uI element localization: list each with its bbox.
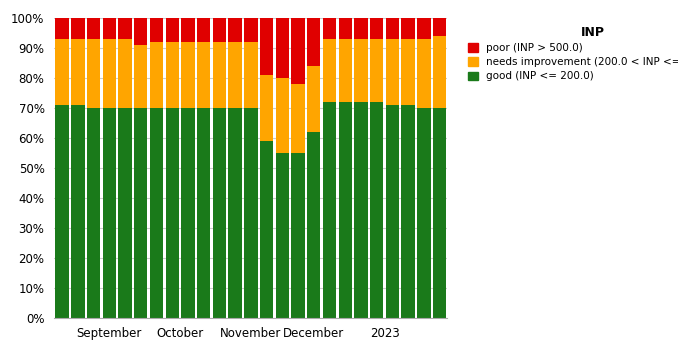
Bar	[276, 18, 289, 78]
Bar	[150, 42, 163, 108]
Bar	[401, 104, 415, 318]
Bar	[386, 104, 399, 318]
Bar	[119, 18, 132, 38]
Bar	[134, 45, 147, 108]
Bar	[292, 152, 304, 318]
Bar	[244, 42, 258, 108]
Bar	[87, 38, 100, 108]
Bar	[181, 18, 195, 42]
Bar	[150, 18, 163, 42]
Bar	[165, 108, 179, 318]
Bar	[307, 132, 321, 318]
Bar	[213, 42, 226, 108]
Bar	[56, 38, 68, 104]
Bar	[102, 108, 116, 318]
Bar	[433, 108, 446, 318]
Bar	[181, 42, 195, 108]
Bar	[323, 102, 336, 318]
Bar	[433, 36, 446, 108]
Bar	[338, 38, 352, 102]
Bar	[87, 18, 100, 38]
Bar	[213, 108, 226, 318]
Bar	[71, 18, 85, 38]
Bar	[417, 18, 431, 38]
Bar	[355, 102, 367, 318]
Bar	[181, 108, 195, 318]
Bar	[370, 38, 383, 102]
Bar	[165, 42, 179, 108]
Bar	[165, 18, 179, 42]
Bar	[386, 18, 399, 38]
Bar	[260, 18, 273, 75]
Bar	[401, 38, 415, 104]
Bar	[197, 18, 210, 42]
Legend: poor (INP > 500.0), needs improvement (200.0 < INP <= 500.0), good (INP <= 200.0: poor (INP > 500.0), needs improvement (2…	[464, 23, 678, 85]
Bar	[134, 18, 147, 45]
Bar	[197, 42, 210, 108]
Bar	[56, 18, 68, 38]
Bar	[323, 18, 336, 38]
Bar	[323, 38, 336, 102]
Bar	[228, 108, 242, 318]
Bar	[119, 108, 132, 318]
Bar	[71, 38, 85, 104]
Bar	[370, 18, 383, 38]
Bar	[150, 108, 163, 318]
Bar	[433, 18, 446, 36]
Bar	[244, 108, 258, 318]
Bar	[276, 78, 289, 152]
Bar	[102, 38, 116, 108]
Bar	[213, 18, 226, 42]
Bar	[260, 140, 273, 318]
Bar	[292, 84, 304, 152]
Bar	[307, 18, 321, 66]
Bar	[370, 102, 383, 318]
Bar	[355, 38, 367, 102]
Bar	[417, 38, 431, 108]
Bar	[102, 18, 116, 38]
Bar	[307, 66, 321, 132]
Bar	[228, 18, 242, 42]
Bar	[244, 18, 258, 42]
Bar	[87, 108, 100, 318]
Bar	[56, 104, 68, 318]
Bar	[71, 104, 85, 318]
Bar	[401, 18, 415, 38]
Bar	[292, 18, 304, 84]
Bar	[134, 108, 147, 318]
Bar	[119, 38, 132, 108]
Bar	[228, 42, 242, 108]
Bar	[338, 102, 352, 318]
Bar	[417, 108, 431, 318]
Bar	[338, 18, 352, 38]
Bar	[276, 152, 289, 318]
Bar	[197, 108, 210, 318]
Bar	[386, 38, 399, 104]
Bar	[260, 74, 273, 140]
Bar	[355, 18, 367, 38]
